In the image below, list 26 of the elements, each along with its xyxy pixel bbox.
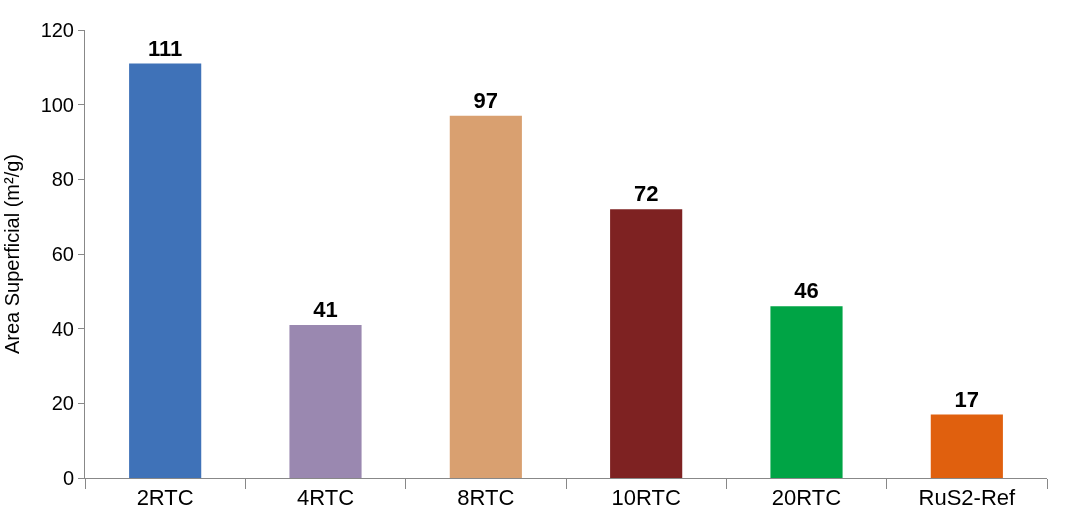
- y-tick-label: 40: [51, 317, 74, 340]
- data-label: 72: [633, 181, 659, 207]
- y-tick-label: 60: [51, 243, 74, 265]
- bar: [770, 306, 843, 478]
- data-label: 41: [313, 296, 338, 322]
- x-tick-label: 2RTC: [136, 485, 194, 511]
- data-label: 46: [794, 278, 819, 304]
- x-tick-label: 20RTC: [771, 485, 842, 511]
- data-label: 17: [954, 386, 980, 412]
- y-tick-label: 120: [40, 19, 74, 41]
- y-tick-label: 20: [51, 392, 74, 415]
- y-tick-label: 80: [51, 168, 74, 191]
- y-tick-label: 0: [62, 467, 74, 489]
- x-tick-label: 8RTC: [457, 485, 515, 511]
- x-tick-label: RuS2-Ref: [918, 485, 1017, 511]
- x-tick-label: 10RTC: [611, 485, 681, 511]
- bar: [610, 209, 683, 478]
- data-label: 97: [473, 87, 499, 113]
- bar: [449, 115, 522, 478]
- data-label: 111: [148, 35, 183, 61]
- y-tick-label: 100: [40, 93, 74, 116]
- bar: [129, 63, 202, 478]
- bar: [289, 324, 362, 478]
- x-tick-label: 4RTC: [296, 485, 355, 511]
- y-axis-title: Area Superficial (m²/g): [1, 153, 24, 355]
- bar: [930, 414, 1003, 478]
